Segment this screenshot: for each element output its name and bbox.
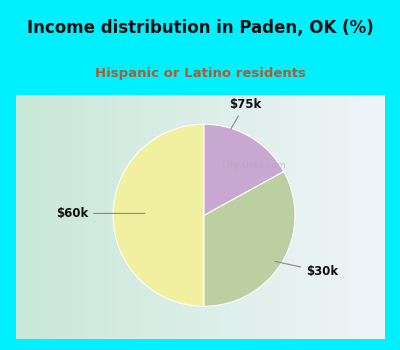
Text: $60k: $60k [56, 207, 145, 220]
Text: $75k: $75k [229, 98, 261, 129]
Text: Income distribution in Paden, OK (%): Income distribution in Paden, OK (%) [27, 19, 373, 37]
Text: $30k: $30k [275, 261, 338, 278]
Text: City-Data.com: City-Data.com [222, 161, 286, 170]
Text: Hispanic or Latino residents: Hispanic or Latino residents [94, 67, 306, 80]
Wedge shape [204, 124, 284, 215]
Wedge shape [113, 124, 204, 306]
Wedge shape [204, 172, 295, 306]
